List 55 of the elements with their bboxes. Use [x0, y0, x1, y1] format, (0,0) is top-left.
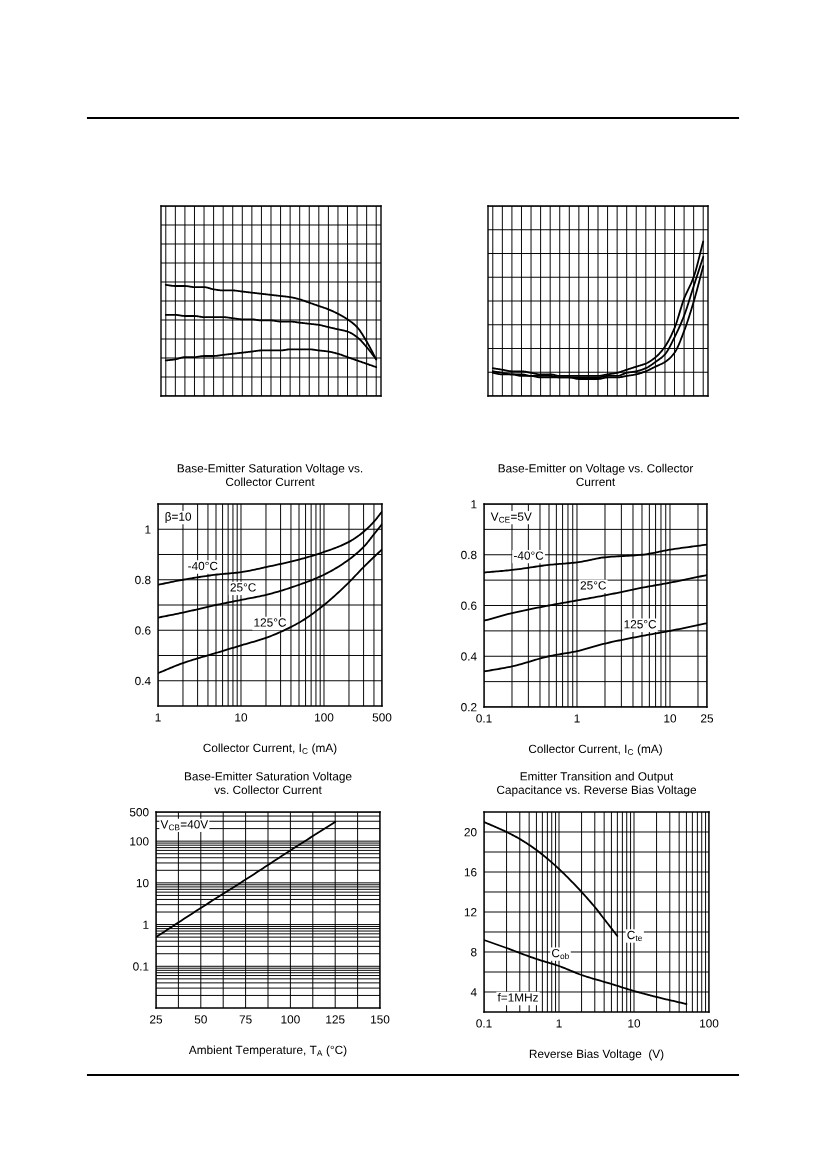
x-tick-label: 100: [315, 713, 334, 722]
x-axis-title: Ambient Temperature, T$_{A}$ (°C): [188, 1045, 347, 1057]
x-tick-label: 500: [372, 713, 392, 722]
y-tick-label: 4: [470, 988, 477, 997]
annotation: f=1MHz: [497, 993, 538, 1002]
x-tick-label: 10: [664, 714, 677, 723]
x-axis-title: Collector Current, I$_{C}$ (mA): [203, 743, 337, 755]
y-tick-label: 0.8: [461, 550, 477, 560]
series-label: 125°C: [624, 620, 657, 629]
annotation: V$_{CB}$=40V: [160, 820, 209, 831]
y-tick-label: 0.4: [135, 676, 151, 686]
x-tick-label: 1: [574, 714, 580, 723]
series-label: 25°C: [230, 583, 256, 592]
chart-title: Base-Emitter on Voltage vs. Collector Current: [498, 463, 694, 487]
y-tick-label: 0.6: [461, 601, 477, 610]
x-tick-label: 10: [235, 713, 248, 722]
x-tick-label: 100: [281, 1015, 300, 1024]
chart-title: Base-Emitter Saturation Voltage vs. Collector Current: [184, 771, 352, 795]
annotation: V$_{CE}$=5V: [490, 512, 532, 523]
x-axis-title: Reverse Bias Voltage (V): [529, 1049, 664, 1061]
x-tick-label: 1: [556, 1019, 562, 1028]
y-tick-label: 0.1: [133, 962, 149, 971]
series-label: 25°C: [580, 581, 607, 590]
x-tick-label: 150: [371, 1015, 390, 1024]
chart-title: Base-Emitter Saturation Voltage vs. Collector Current: [177, 463, 363, 487]
annotation: β=10: [165, 512, 192, 524]
x-tick-label: 50: [194, 1015, 207, 1024]
y-tick-label: 0.4: [461, 652, 477, 661]
chart-title: Emitter Transition and Output Capacitance vs. Reverse Bias Voltage: [497, 771, 697, 797]
y-tick-label: 8: [471, 948, 477, 957]
x-tick-label: 1: [155, 713, 161, 722]
x-tick-label: 125: [326, 1015, 345, 1024]
x-tick-label: 75: [239, 1015, 252, 1024]
x-tick-label: 10: [628, 1019, 641, 1028]
y-tick-label: 100: [130, 837, 149, 846]
y-tick-label: 1: [145, 525, 151, 534]
series-label: 125°C: [254, 618, 287, 627]
y-tick-label: 12: [464, 908, 477, 917]
y-tick-label: 16: [464, 868, 477, 877]
x-tick-label: 25: [701, 714, 714, 723]
series-label: -40°C: [188, 561, 218, 571]
x-tick-label: 25: [150, 1015, 163, 1024]
y-tick-label: 20: [464, 828, 477, 837]
series-label: C$_{ob}$: [552, 948, 569, 960]
x-axis-title: Collector Current, I$_{C}$ (mA): [528, 744, 662, 756]
series-label: -40°C: [513, 551, 544, 560]
y-tick-label: 1: [471, 500, 477, 509]
y-tick-label: 0.8: [135, 575, 151, 585]
y-tick-label: 500: [129, 808, 149, 817]
y-tick-label: 1: [143, 920, 149, 929]
x-tick-label: 100: [700, 1019, 719, 1028]
y-tick-label: 0.6: [135, 626, 151, 635]
series-label: C$_{te}$: [627, 930, 642, 941]
y-tick-label: 10: [136, 878, 149, 888]
y-tick-label: 0.2: [461, 703, 477, 712]
